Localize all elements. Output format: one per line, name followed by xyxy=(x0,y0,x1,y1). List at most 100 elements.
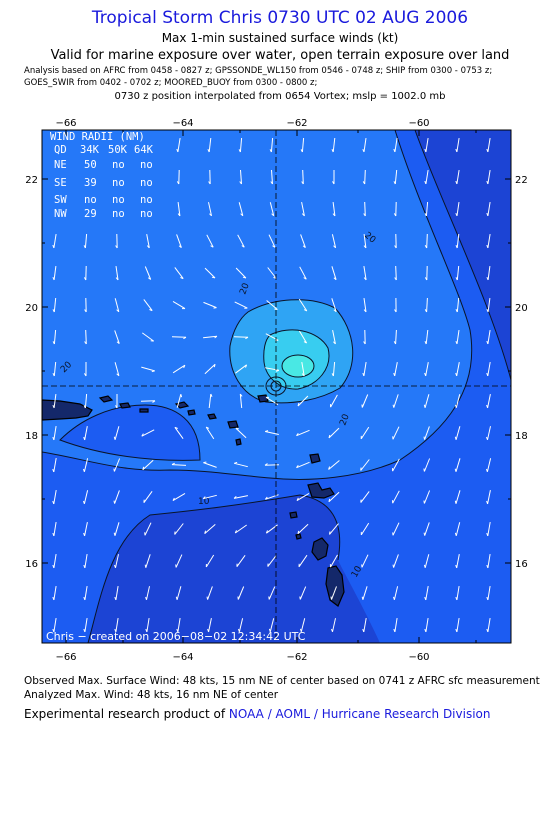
wind-vector-head xyxy=(148,277,151,280)
wind-vector xyxy=(145,554,151,568)
wind-vector-head xyxy=(83,564,86,569)
wind-radii-header-50k: 50K xyxy=(108,144,128,156)
wind-vector-head xyxy=(486,596,489,601)
wind-vector-head xyxy=(296,464,299,469)
wind-vector xyxy=(115,586,119,600)
hrd-link[interactable]: NOAA / AOML / Hurricane Research Divisio… xyxy=(228,707,491,721)
wind-vector xyxy=(301,137,305,153)
wind-vector-head xyxy=(176,148,179,153)
wind-radii-header-64k: 64K xyxy=(134,144,154,156)
contour-label: 20 xyxy=(338,413,351,427)
wind-vector xyxy=(455,394,461,408)
wind-vector-head xyxy=(210,393,213,397)
wind-vector-head xyxy=(151,370,155,373)
wind-vector xyxy=(146,234,150,248)
wind-vector-head xyxy=(329,531,331,535)
wind-vector-head xyxy=(275,369,280,372)
wind-vector-head xyxy=(209,213,212,217)
wind-vector xyxy=(171,464,187,466)
wind-vector xyxy=(330,554,338,568)
wind-vector xyxy=(146,586,150,600)
wind-vector xyxy=(487,234,491,248)
lon-tick-label-bottom: −64 xyxy=(172,652,193,663)
wind-vector-head xyxy=(52,532,55,537)
wind-vector xyxy=(84,426,88,440)
wind-vector xyxy=(455,490,461,504)
contour-label: 10 xyxy=(198,497,210,507)
wind-vector-head xyxy=(245,336,249,340)
lon-tick-label-top: −62 xyxy=(286,118,307,129)
wind-vector xyxy=(142,332,154,342)
guadeloupe xyxy=(307,482,335,499)
wind-vector-head xyxy=(300,628,302,632)
wind-vector-head xyxy=(116,373,120,377)
wind-vector xyxy=(267,555,277,567)
wind-vector xyxy=(53,618,57,632)
wind-vector-head xyxy=(328,434,331,439)
wind-vector-head xyxy=(242,276,247,279)
wind-vector xyxy=(393,394,399,408)
wind-vector-head xyxy=(240,213,244,217)
lat-tick-label-left: 22 xyxy=(25,175,38,186)
wind-vector-head xyxy=(52,404,55,409)
wind-vector xyxy=(203,494,217,500)
wind-vector-head xyxy=(486,628,489,633)
wind-vector-head xyxy=(172,497,175,501)
lon-tick-label-top: −60 xyxy=(408,118,429,129)
wind-vector-head xyxy=(423,564,426,568)
wind-vector xyxy=(425,618,429,632)
wind-vector-head xyxy=(486,500,489,505)
wind-vector xyxy=(234,462,248,468)
wind-vector-head xyxy=(180,277,184,280)
wind-vector xyxy=(360,459,370,471)
lat-tick-label-right: 16 xyxy=(515,559,528,570)
wind-vector-head xyxy=(393,596,395,600)
wind-vector xyxy=(84,522,88,536)
wind-vector-head xyxy=(424,628,427,633)
wind-vector-head xyxy=(149,309,153,312)
wind-vector-head xyxy=(455,628,458,633)
wind-vector-head xyxy=(455,308,458,313)
observed-max-wind: Observed Max. Surface Wind: 48 kts, 15 n… xyxy=(24,675,540,687)
wind-vector-head xyxy=(83,468,85,472)
wind-vector-head xyxy=(392,564,395,568)
wind-vector-head xyxy=(264,463,268,466)
wind-vector-head xyxy=(271,213,275,217)
wind-vector-head xyxy=(114,564,116,568)
wind-vector xyxy=(115,266,119,280)
contour-10-south xyxy=(87,494,341,643)
wind-vector-head xyxy=(214,335,218,339)
wind-vector xyxy=(487,170,491,184)
wind-vector-head xyxy=(83,596,86,601)
wind-vector xyxy=(456,265,460,281)
wind-vector xyxy=(456,330,460,344)
wind-vector xyxy=(53,490,57,504)
wind-vector-head xyxy=(302,245,306,248)
wind-vector-head xyxy=(52,596,55,601)
wind-vector-head xyxy=(423,468,425,472)
wind-vector xyxy=(234,495,248,499)
wind-vector-head xyxy=(330,596,332,600)
wind-vector-head xyxy=(333,309,337,313)
wind-vector xyxy=(144,266,152,280)
wind-vector-head xyxy=(393,372,396,377)
wind-vector-head xyxy=(52,309,55,313)
wind-vector xyxy=(234,301,248,309)
wind-radii-value: 29 xyxy=(84,208,97,220)
subtitle-exposure: Valid for marine exposure over water, op… xyxy=(50,48,510,63)
wind-vector-head xyxy=(272,245,276,248)
wind-vector xyxy=(329,523,339,535)
wind-vector-head xyxy=(424,309,428,313)
wind-vector-head xyxy=(52,276,55,281)
wind-vector-head xyxy=(394,277,397,281)
wind-radii-title: WIND RADII (NM) xyxy=(50,131,145,143)
wind-vector xyxy=(487,138,491,152)
wind-vector-head xyxy=(486,436,488,440)
wind-vector-head xyxy=(83,245,86,249)
wind-vector-head xyxy=(142,466,145,470)
wind-vector xyxy=(114,522,120,536)
wind-vector-head xyxy=(83,628,86,633)
wind-vector-head xyxy=(423,532,426,536)
wind-vector xyxy=(144,522,152,536)
